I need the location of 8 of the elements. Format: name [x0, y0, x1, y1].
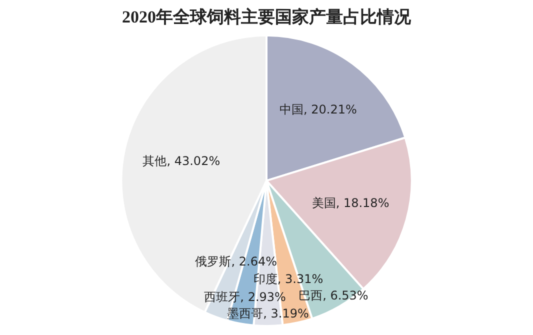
slice-label: 其他, 43.02% [142, 154, 220, 168]
slice-label: 俄罗斯, 2.64% [195, 254, 277, 269]
slice-label: 中国, 20.21% [280, 102, 357, 117]
slice-label: 巴西, 6.53% [298, 288, 368, 303]
chart-title: 2020年全球饲料主要国家产量占比情况 [122, 8, 412, 27]
slice-label: 美国, 18.18% [312, 196, 390, 210]
slice-label: 印度, 3.31% [253, 272, 324, 286]
slice-label: 西班牙, 2.93% [204, 290, 286, 304]
